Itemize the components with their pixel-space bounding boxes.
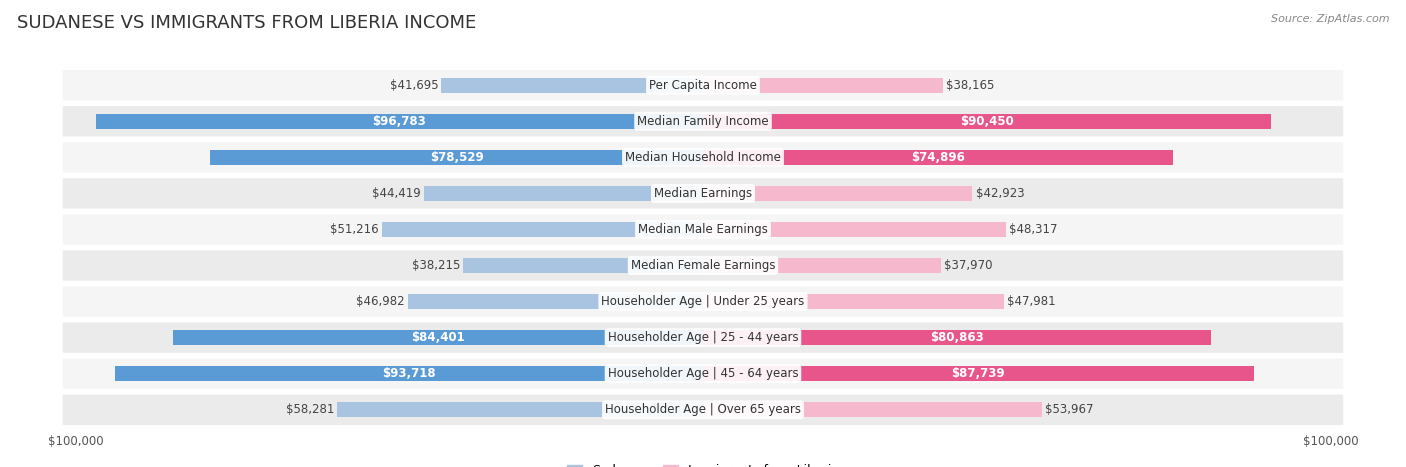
Text: $78,529: $78,529 [430, 151, 484, 164]
Text: Median Female Earnings: Median Female Earnings [631, 259, 775, 272]
Bar [703, 113, 1271, 129]
Bar [209, 149, 703, 165]
FancyBboxPatch shape [63, 214, 1343, 245]
Bar [173, 330, 703, 346]
Text: $37,970: $37,970 [945, 259, 993, 272]
Text: $58,281: $58,281 [285, 403, 335, 416]
Text: Householder Age | Over 65 years: Householder Age | Over 65 years [605, 403, 801, 416]
Bar [408, 294, 703, 309]
Text: SUDANESE VS IMMIGRANTS FROM LIBERIA INCOME: SUDANESE VS IMMIGRANTS FROM LIBERIA INCO… [17, 14, 477, 32]
Legend: Sudanese, Immigrants from Liberia: Sudanese, Immigrants from Liberia [561, 459, 845, 467]
Text: Source: ZipAtlas.com: Source: ZipAtlas.com [1271, 14, 1389, 24]
Text: $96,783: $96,783 [373, 115, 426, 128]
Bar [381, 222, 703, 237]
FancyBboxPatch shape [63, 106, 1343, 136]
Text: $90,450: $90,450 [960, 115, 1014, 128]
Bar [425, 186, 703, 201]
Text: Householder Age | 45 - 64 years: Householder Age | 45 - 64 years [607, 367, 799, 380]
Text: $74,896: $74,896 [911, 151, 965, 164]
Text: Median Male Earnings: Median Male Earnings [638, 223, 768, 236]
Bar [115, 366, 703, 382]
Bar [463, 258, 703, 273]
Text: $41,695: $41,695 [389, 79, 439, 92]
Bar [703, 78, 942, 93]
Bar [703, 330, 1211, 346]
Bar [96, 113, 703, 129]
FancyBboxPatch shape [63, 359, 1343, 389]
Bar [703, 258, 942, 273]
Text: $42,923: $42,923 [976, 187, 1024, 200]
FancyBboxPatch shape [63, 395, 1343, 425]
FancyBboxPatch shape [63, 178, 1343, 209]
Text: Median Earnings: Median Earnings [654, 187, 752, 200]
Text: $51,216: $51,216 [330, 223, 378, 236]
Text: $80,863: $80,863 [929, 331, 984, 344]
Text: $48,317: $48,317 [1010, 223, 1057, 236]
Text: $46,982: $46,982 [356, 295, 405, 308]
FancyBboxPatch shape [63, 286, 1343, 317]
Text: $38,165: $38,165 [946, 79, 994, 92]
Bar [703, 294, 1004, 309]
Bar [337, 402, 703, 417]
Text: Householder Age | Under 25 years: Householder Age | Under 25 years [602, 295, 804, 308]
FancyBboxPatch shape [63, 250, 1343, 281]
Text: $87,739: $87,739 [952, 367, 1005, 380]
Bar [703, 222, 1007, 237]
Bar [441, 78, 703, 93]
Text: Median Household Income: Median Household Income [626, 151, 780, 164]
Text: Median Family Income: Median Family Income [637, 115, 769, 128]
Text: $84,401: $84,401 [411, 331, 465, 344]
Bar [703, 366, 1254, 382]
FancyBboxPatch shape [63, 142, 1343, 172]
Text: $47,981: $47,981 [1007, 295, 1056, 308]
Bar [703, 402, 1042, 417]
Text: $44,419: $44,419 [373, 187, 420, 200]
Text: Householder Age | 25 - 44 years: Householder Age | 25 - 44 years [607, 331, 799, 344]
Text: Per Capita Income: Per Capita Income [650, 79, 756, 92]
Bar [703, 186, 973, 201]
Text: $38,215: $38,215 [412, 259, 460, 272]
FancyBboxPatch shape [63, 70, 1343, 100]
Bar [703, 149, 1173, 165]
Text: $53,967: $53,967 [1045, 403, 1094, 416]
Text: $93,718: $93,718 [382, 367, 436, 380]
FancyBboxPatch shape [63, 323, 1343, 353]
